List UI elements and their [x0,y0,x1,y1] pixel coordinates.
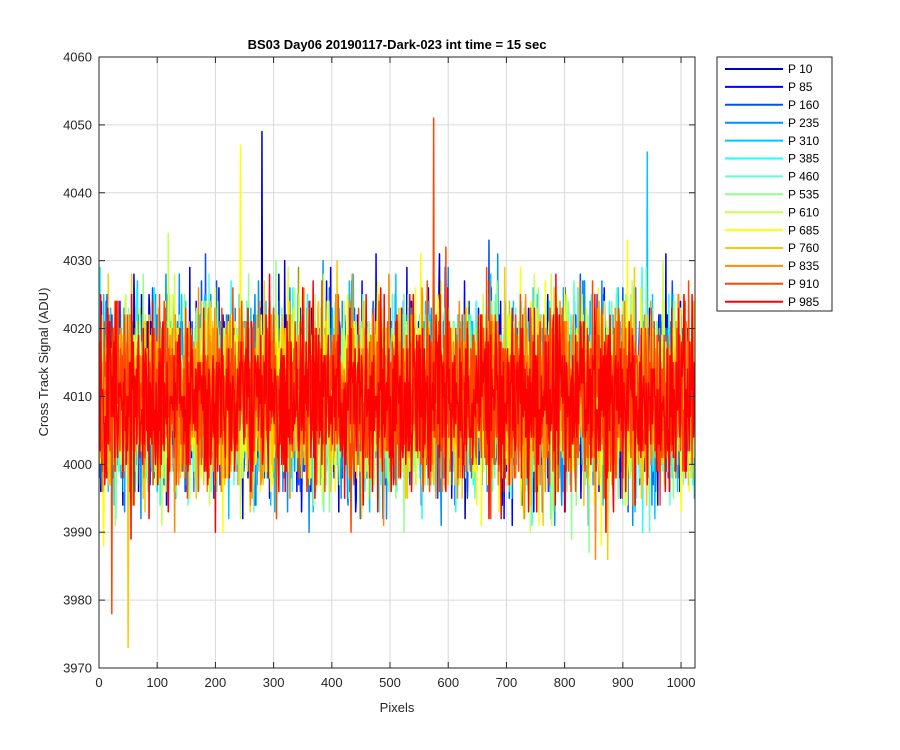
legend-label: P 385 [788,152,819,166]
x-tick-label: 1000 [667,675,696,690]
legend-label: P 910 [788,277,819,291]
y-tick-label: 4000 [63,457,92,472]
legend-label: P 985 [788,295,819,309]
x-tick-label: 300 [263,675,285,690]
y-tick-label: 4030 [63,253,92,268]
legend-label: P 10 [788,62,813,76]
legend-label: P 460 [788,170,819,184]
legend-label: P 610 [788,205,819,219]
x-tick-label: 0 [95,675,102,690]
x-axis-label: Pixels [380,700,415,715]
legend-label: P 160 [788,98,819,112]
legend-box [716,56,833,312]
chart-title: BS03 Day06 20190117-Dark-023 int time = … [248,37,547,52]
legend-label: P 760 [788,241,819,255]
x-tick-label: 200 [205,675,227,690]
x-tick-label: 500 [379,675,401,690]
x-tick-label: 400 [321,675,343,690]
series-line [99,273,695,540]
series-layer [99,117,695,649]
y-tick-label: 4060 [63,50,92,65]
axis-ticks [98,56,695,669]
x-tick-label: 800 [554,675,576,690]
x-tick-label: 700 [496,675,518,690]
legend-label: P 85 [788,80,813,94]
legend-label: P 535 [788,188,819,202]
y-tick-label: 4040 [63,185,92,200]
axes-box [98,56,696,669]
y-tick-labels: 3970 3980 3990 4000 4010 4020 4030 4040 4050 4060 [63,50,92,676]
legend-label: P 835 [788,259,819,273]
legend-label: P 310 [788,134,819,148]
legend: P 10 P 85 P 160 P 235 P 310 P 385 P 460 P 535 P … [716,56,833,312]
y-tick-label: 3970 [63,661,92,676]
y-tick-label: 3980 [63,593,92,608]
x-tick-label: 600 [437,675,459,690]
x-tick-label: 900 [612,675,634,690]
x-tick-labels: 0 100 200 300 400 500 600 700 800 900 1000 [95,675,695,690]
y-tick-label: 4050 [63,117,92,132]
legend-label: P 685 [788,223,819,237]
x-tick-label: 100 [146,675,168,690]
legend-label: P 235 [788,116,819,130]
y-tick-label: 4020 [63,321,92,336]
y-axis-label: Cross Track Signal (ADU) [36,288,51,437]
y-tick-label: 4010 [63,389,92,404]
y-tick-label: 3990 [63,525,92,540]
